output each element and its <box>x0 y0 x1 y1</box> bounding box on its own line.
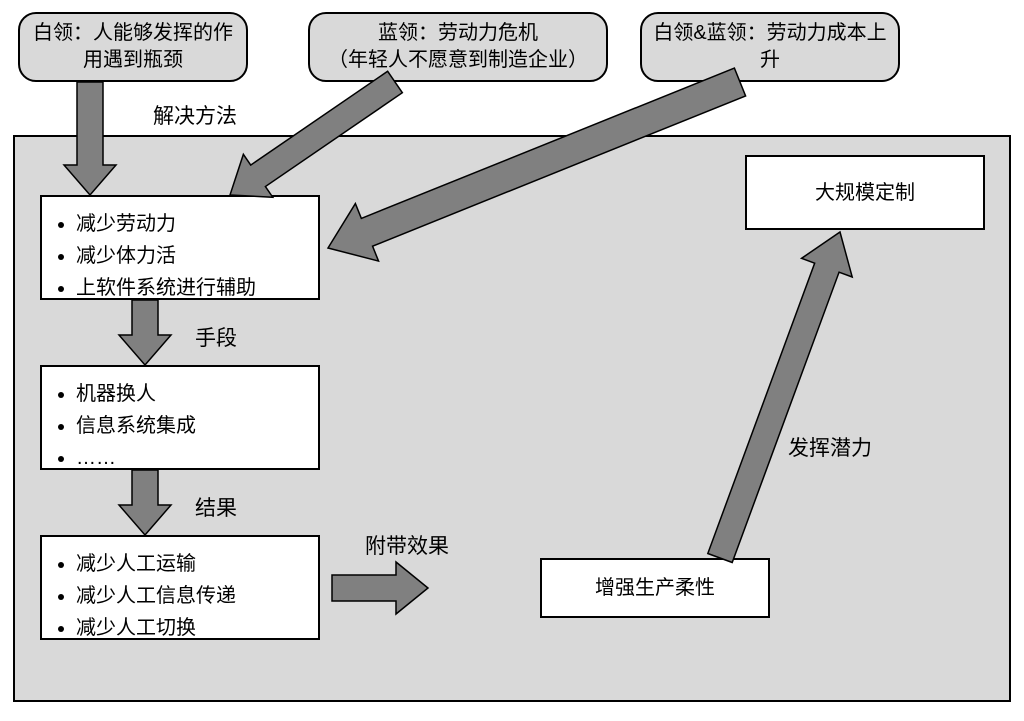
top-node-white-collar: 白领：人能够发挥的作用遇到瓶颈 <box>18 12 248 82</box>
list-item: 信息系统集成 <box>76 411 306 441</box>
label-means: 手段 <box>195 322 237 352</box>
box-text: 大规模定制 <box>815 178 915 208</box>
top-node-blue-collar: 蓝领：劳动力危机 （年轻人不愿意到制造企业） <box>308 12 608 82</box>
top-node-text: 白领&蓝领：劳动力成本上升 <box>652 20 888 74</box>
list-item: 上软件系统进行辅助 <box>76 273 306 303</box>
list-item: 减少人工信息传递 <box>76 581 306 611</box>
box-solutions: 减少劳动力 减少体力活 上软件系统进行辅助 <box>40 195 320 300</box>
diagram-canvas: 白领：人能够发挥的作用遇到瓶颈 蓝领：劳动力危机 （年轻人不愿意到制造企业） 白… <box>0 0 1024 721</box>
box-results: 减少人工运输 减少人工信息传递 减少人工切换 <box>40 535 320 640</box>
box-mass-customization: 大规模定制 <box>745 155 985 230</box>
box-text: 增强生产柔性 <box>595 573 715 603</box>
box-means: 机器换人 信息系统集成 …… <box>40 365 320 470</box>
means-list: 机器换人 信息系统集成 …… <box>54 379 306 473</box>
list-item: …… <box>76 443 306 473</box>
list-item: 减少人工运输 <box>76 549 306 579</box>
solutions-list: 减少劳动力 减少体力活 上软件系统进行辅助 <box>54 209 306 303</box>
label-solution-method: 解决方法 <box>153 100 237 130</box>
top-node-both: 白领&蓝领：劳动力成本上升 <box>640 12 900 82</box>
list-item: 减少人工切换 <box>76 613 306 643</box>
label-result: 结果 <box>195 492 237 522</box>
results-list: 减少人工运输 减少人工信息传递 减少人工切换 <box>54 549 306 643</box>
list-item: 减少劳动力 <box>76 209 306 239</box>
top-node-text: 白领：人能够发挥的作用遇到瓶颈 <box>30 20 236 74</box>
label-potential: 发挥潜力 <box>788 432 872 462</box>
box-flexibility: 增强生产柔性 <box>540 558 770 618</box>
list-item: 减少体力活 <box>76 241 306 271</box>
top-node-text: 蓝领：劳动力危机 （年轻人不愿意到制造企业） <box>328 20 588 74</box>
list-item: 机器换人 <box>76 379 306 409</box>
label-side-effect: 附带效果 <box>365 530 449 560</box>
